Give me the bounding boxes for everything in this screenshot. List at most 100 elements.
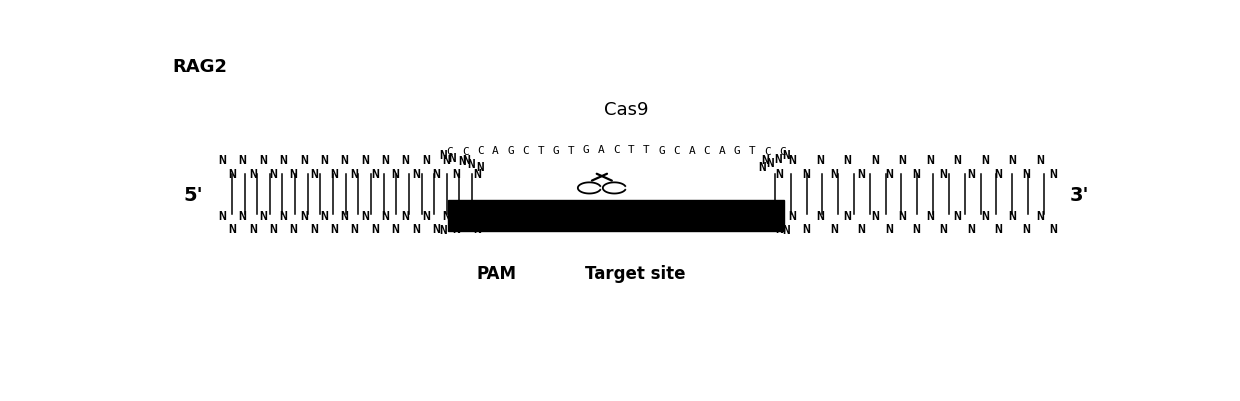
Text: C: C bbox=[673, 145, 680, 155]
Text: N: N bbox=[449, 151, 456, 164]
Text: N: N bbox=[830, 167, 838, 180]
Text: N: N bbox=[463, 154, 471, 167]
Text: A: A bbox=[598, 145, 605, 155]
Text: T: T bbox=[568, 145, 574, 155]
Text: N: N bbox=[775, 167, 782, 180]
Text: N: N bbox=[766, 219, 774, 232]
Text: N: N bbox=[766, 156, 774, 169]
Text: N: N bbox=[789, 209, 796, 222]
Text: N: N bbox=[830, 223, 838, 236]
Text: N: N bbox=[249, 167, 257, 180]
Text: N: N bbox=[412, 167, 420, 180]
Text: G: G bbox=[734, 146, 740, 156]
Text: N: N bbox=[857, 223, 866, 236]
Text: N: N bbox=[279, 209, 288, 222]
Text: N: N bbox=[392, 223, 399, 236]
Text: N: N bbox=[802, 167, 811, 180]
Text: N: N bbox=[351, 167, 358, 180]
Text: N: N bbox=[467, 158, 475, 170]
Text: N: N bbox=[402, 154, 409, 167]
Text: N: N bbox=[341, 209, 348, 222]
Text: N: N bbox=[759, 160, 766, 174]
Text: N: N bbox=[458, 154, 465, 167]
Text: C: C bbox=[446, 147, 454, 156]
Text: N: N bbox=[759, 216, 766, 229]
Text: N: N bbox=[279, 154, 288, 167]
Text: N: N bbox=[843, 209, 852, 222]
Text: N: N bbox=[994, 223, 1003, 236]
Text: N: N bbox=[238, 209, 247, 222]
Text: N: N bbox=[994, 167, 1003, 180]
Text: N: N bbox=[458, 220, 465, 233]
Text: N: N bbox=[981, 154, 988, 167]
Text: N: N bbox=[1008, 209, 1017, 222]
Text: N: N bbox=[290, 223, 298, 236]
Text: N: N bbox=[802, 223, 811, 236]
Text: N: N bbox=[1035, 154, 1044, 167]
Text: N: N bbox=[913, 167, 920, 180]
Text: N: N bbox=[330, 223, 339, 236]
Text: C: C bbox=[613, 145, 620, 155]
Text: N: N bbox=[269, 167, 278, 180]
Text: N: N bbox=[351, 223, 358, 236]
Text: N: N bbox=[472, 223, 481, 236]
Text: N: N bbox=[218, 154, 226, 167]
Text: N: N bbox=[443, 154, 450, 167]
Text: N: N bbox=[433, 167, 440, 180]
Text: N: N bbox=[449, 222, 456, 235]
Text: N: N bbox=[954, 209, 961, 222]
Text: RAG2: RAG2 bbox=[172, 57, 227, 75]
Text: N: N bbox=[954, 154, 961, 167]
Text: N: N bbox=[412, 223, 420, 236]
Text: N: N bbox=[433, 223, 440, 236]
Text: N: N bbox=[218, 209, 226, 222]
Text: N: N bbox=[300, 209, 308, 222]
Text: N: N bbox=[463, 209, 471, 222]
Text: N: N bbox=[775, 152, 782, 165]
Text: N: N bbox=[476, 160, 484, 174]
Text: N: N bbox=[1049, 223, 1058, 236]
Text: Cas9: Cas9 bbox=[604, 101, 649, 119]
Text: N: N bbox=[981, 209, 988, 222]
Text: N: N bbox=[371, 167, 379, 180]
Text: N: N bbox=[761, 154, 769, 167]
Text: N: N bbox=[967, 223, 975, 236]
Text: N: N bbox=[782, 148, 790, 161]
Text: N: N bbox=[320, 209, 329, 222]
Text: N: N bbox=[476, 216, 484, 229]
Text: N: N bbox=[381, 154, 389, 167]
Text: G: G bbox=[658, 145, 665, 155]
Text: N: N bbox=[290, 167, 298, 180]
Text: G: G bbox=[507, 146, 513, 156]
Text: N: N bbox=[453, 223, 460, 236]
Text: N: N bbox=[371, 223, 379, 236]
Text: N: N bbox=[857, 167, 866, 180]
Text: N: N bbox=[789, 154, 796, 167]
Text: N: N bbox=[899, 209, 906, 222]
Text: N: N bbox=[453, 167, 460, 180]
Text: 3': 3' bbox=[1070, 185, 1089, 204]
Text: T: T bbox=[627, 145, 635, 155]
Text: N: N bbox=[843, 154, 852, 167]
Text: N: N bbox=[310, 223, 317, 236]
Text: N: N bbox=[341, 154, 348, 167]
Text: C: C bbox=[703, 146, 711, 156]
Text: N: N bbox=[816, 209, 825, 222]
Text: C: C bbox=[764, 146, 771, 156]
Text: N: N bbox=[269, 223, 278, 236]
Text: N: N bbox=[443, 209, 450, 222]
Text: Target site: Target site bbox=[585, 265, 686, 282]
Text: N: N bbox=[392, 167, 399, 180]
Text: N: N bbox=[940, 223, 947, 236]
Text: N: N bbox=[320, 154, 329, 167]
Text: C: C bbox=[461, 146, 469, 156]
Text: N: N bbox=[782, 224, 790, 237]
Text: N: N bbox=[402, 209, 409, 222]
Text: N: N bbox=[885, 223, 893, 236]
Text: A: A bbox=[688, 146, 696, 155]
Text: N: N bbox=[1022, 223, 1030, 236]
Text: N: N bbox=[899, 154, 906, 167]
Bar bbox=[448, 201, 785, 232]
Text: N: N bbox=[1008, 154, 1017, 167]
Text: N: N bbox=[1035, 209, 1044, 222]
